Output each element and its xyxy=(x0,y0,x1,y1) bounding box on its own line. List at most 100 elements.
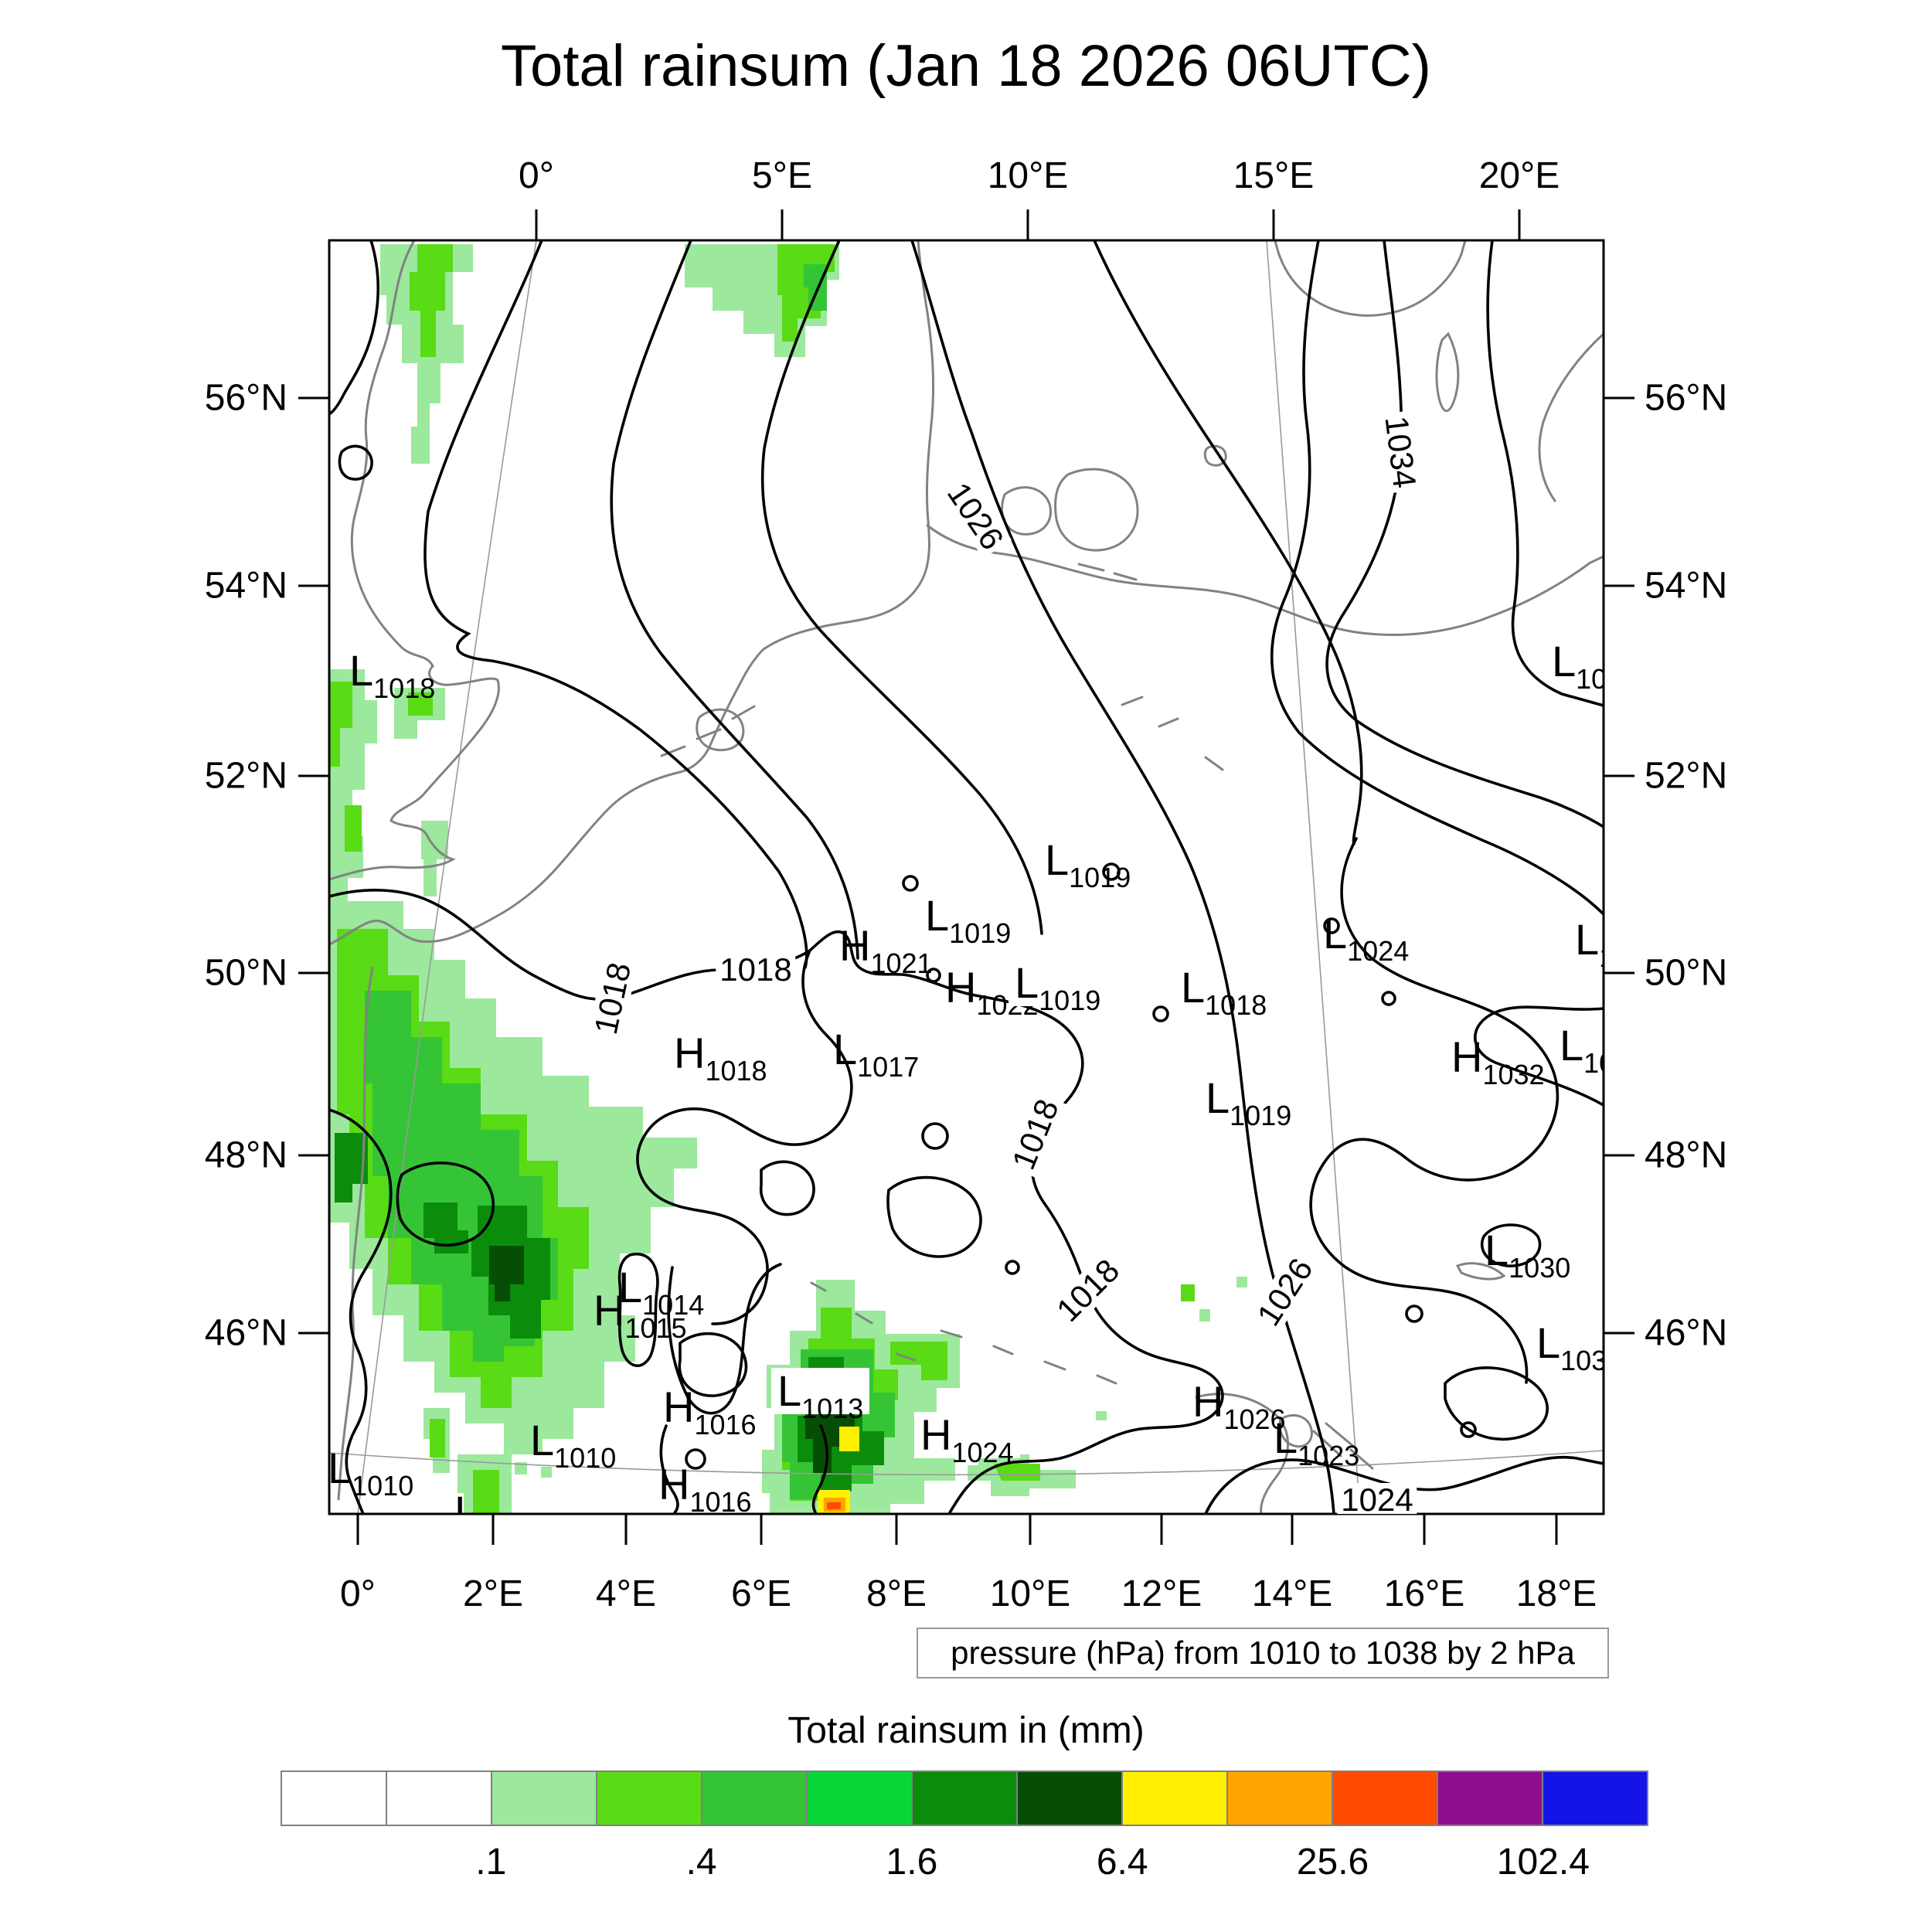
pressure-letter: L xyxy=(925,891,950,940)
pressure-value: 1021 xyxy=(870,947,933,979)
map-frame xyxy=(298,209,1634,1545)
colorbar-cell xyxy=(1333,1772,1438,1825)
latitude-label-right: 54°N xyxy=(1645,565,1728,607)
colorbar-tick-label: .4 xyxy=(685,1842,717,1883)
low-pressure-label: L1018 xyxy=(349,649,435,702)
contour-label: 1018 xyxy=(587,955,638,1042)
low-pressure-label: L103 xyxy=(1536,1318,1604,1375)
pressure-value: 1010 xyxy=(352,1470,414,1502)
bottom-axis-label: 14°E xyxy=(1251,1573,1333,1614)
latitude-label-right: 46°N xyxy=(1645,1312,1728,1354)
bottom-axis-label: 6°E xyxy=(731,1573,791,1614)
contour-label: 1026 xyxy=(1249,1249,1321,1335)
pressure-value: 1023 xyxy=(1298,1440,1360,1471)
pressure-value: 1015 xyxy=(624,1312,687,1344)
pressure-letter: H xyxy=(1451,1032,1483,1081)
pressure-value: 1024 xyxy=(1347,935,1410,967)
contour-label: 1018 xyxy=(1005,1090,1066,1179)
pressure-value: 1016 xyxy=(689,1486,752,1515)
top-axis-label: 10°E xyxy=(987,155,1069,196)
top-axis-label: 20°E xyxy=(1478,155,1560,196)
bottom-axis-label: 2°E xyxy=(463,1573,523,1614)
pressure-letter: L xyxy=(454,1487,479,1515)
pressure-contours xyxy=(329,240,1604,1514)
page-title: Total rainsum (Jan 18 2026 06UTC) xyxy=(501,33,1431,99)
pressure-letter: L xyxy=(833,1025,858,1073)
low-pressure-label: L1010 xyxy=(329,1447,413,1500)
colorbar-cell xyxy=(1543,1772,1647,1825)
latitude-label-left: 50°N xyxy=(204,952,287,994)
pressure-value: 1019 xyxy=(1230,1100,1292,1131)
low-pressure-label: L1019 xyxy=(1045,838,1131,892)
latitude-label-right: 52°N xyxy=(1645,755,1728,797)
pressure-letter: H xyxy=(674,1029,706,1077)
pressure-value: 1019 xyxy=(1039,985,1101,1016)
contour-label: 1018 xyxy=(716,953,796,987)
pressure-letter: L xyxy=(1206,1073,1230,1122)
pressure-value: 1026 xyxy=(1223,1403,1286,1435)
pressure-value: 1 xyxy=(1599,941,1604,973)
low-pressure-label: L1 xyxy=(1575,918,1604,971)
pressure-letter: L xyxy=(618,1263,643,1311)
latitude-label-left: 56°N xyxy=(204,377,287,419)
pressure-letter: L xyxy=(1560,1021,1584,1070)
pressure-letter: H xyxy=(594,1286,625,1335)
low-pressure-label: L1019 xyxy=(925,891,1011,947)
pressure-value: 103 xyxy=(1560,1345,1604,1376)
high-pressure-label: H1021 xyxy=(839,924,933,978)
colorbar-tick-label: 102.4 xyxy=(1496,1842,1590,1883)
high-pressure-label: H1016 xyxy=(663,1383,757,1439)
low-pressure-label: L10 xyxy=(1560,1021,1604,1077)
pressure-letter: L xyxy=(1536,1318,1561,1367)
pressure-caption-box: pressure (hPa) from 1010 to 1038 by 2 hP… xyxy=(917,1628,1609,1679)
top-axis-label: 5°E xyxy=(752,155,812,196)
pressure-value: 1013 xyxy=(801,1393,864,1424)
colorbar-cell xyxy=(702,1772,808,1825)
colorbar-cell xyxy=(1228,1772,1333,1825)
bottom-axis-label: 0° xyxy=(340,1573,376,1614)
coastlines xyxy=(329,240,1604,1514)
pressure-letter: H xyxy=(945,963,977,1012)
pressure-letter: H xyxy=(663,1383,695,1431)
latitude-label-left: 46°N xyxy=(204,1312,287,1354)
latitude-label-right: 56°N xyxy=(1645,377,1728,419)
pressure-value: 1010 xyxy=(554,1442,617,1474)
latitude-label-left: 52°N xyxy=(204,755,287,797)
colorbar-tick-label: 25.6 xyxy=(1296,1842,1369,1883)
top-axis-label: 15°E xyxy=(1233,155,1315,196)
pressure-letter: H xyxy=(920,1410,952,1459)
pressure-value: 1016 xyxy=(694,1409,757,1440)
low-pressure-label: L1014 xyxy=(618,1263,704,1319)
low-pressure-label: L1010 xyxy=(454,1487,540,1515)
contour-label: 1024 xyxy=(1337,1483,1417,1514)
contour-label: 1026 xyxy=(938,473,1012,560)
pressure-letter: L xyxy=(1181,963,1206,1012)
pressure-value: 1017 xyxy=(857,1051,920,1083)
bottom-axis-label: 16°E xyxy=(1383,1573,1465,1614)
low-pressure-label: L1019 xyxy=(1009,960,1107,1015)
contour-label: 1018 xyxy=(1047,1250,1129,1332)
low-pressure-label: L1019 xyxy=(1206,1077,1291,1130)
colorbar-cell xyxy=(282,1772,387,1825)
pressure-letter: L xyxy=(530,1416,555,1464)
colorbar-tick-label: 6.4 xyxy=(1096,1842,1148,1883)
pressure-letter: L xyxy=(1274,1413,1298,1462)
latitude-label-right: 48°N xyxy=(1645,1134,1728,1176)
contour-label: 1034 xyxy=(1378,410,1423,495)
left-axis-ticks xyxy=(298,396,329,1335)
rain-shading xyxy=(329,244,1247,1514)
pressure-value: 1019 xyxy=(1069,862,1131,893)
colorbar-cell xyxy=(387,1772,492,1825)
pressure-value: 1030 xyxy=(1509,1252,1571,1284)
colorbar xyxy=(281,1770,1648,1826)
high-pressure-label: H1016 xyxy=(658,1463,752,1515)
bottom-axis-label: 4°E xyxy=(596,1573,656,1614)
colorbar-cell xyxy=(1438,1772,1543,1825)
pressure-letter: H xyxy=(1192,1377,1224,1426)
colorbar-cell xyxy=(1018,1772,1123,1825)
low-pressure-label: L1010 xyxy=(530,1416,616,1472)
low-pressure-label: L1013 xyxy=(771,1368,870,1423)
latitude-label-left: 54°N xyxy=(204,565,287,607)
